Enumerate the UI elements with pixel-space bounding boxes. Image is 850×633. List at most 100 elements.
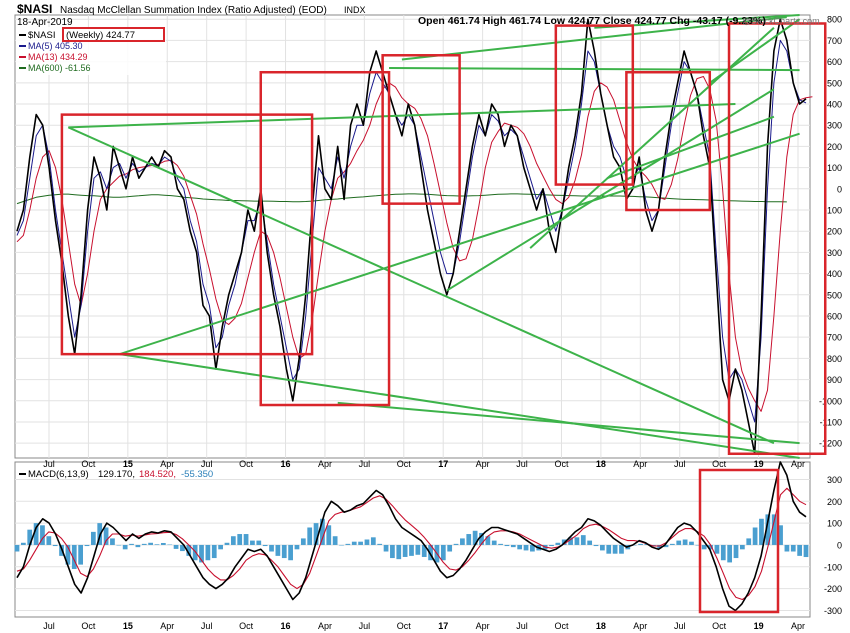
macd-label-v3: -55.350 [181,469,213,480]
macd-histogram-bar [370,537,376,545]
macd-histogram-bar [415,544,421,555]
macd-y-tick-label: 200 [827,497,842,507]
legend: $NASI (Weekly) 424.77 MA(5) 405.30 MA(13… [16,27,166,75]
legend-nasi: $NASI [28,30,55,41]
exchange-label: INDX [344,5,366,15]
legend-ma13: MA(13) 434.29 [28,52,88,62]
macd-histogram-bar [65,544,71,565]
macd-histogram-bar [606,544,612,554]
macd-histogram-bar [262,544,268,547]
highlight-boxes-group [60,22,827,456]
main-y-tick-label: -1200 [819,439,842,449]
macd-histogram-bar [714,544,720,554]
macd-histogram-bar [803,544,809,558]
macd-histogram-bar [116,544,122,546]
macd-y-tick-label: -300 [824,606,842,616]
macd-histogram-bar [199,544,204,563]
macd-histogram-bar [530,544,535,552]
macd-histogram-bar [797,544,803,556]
macd-histogram-bar [205,544,211,561]
series-line-ma5 [16,39,807,423]
x-tick-label-main: 17 [438,459,448,469]
macd-histogram-bar [619,544,624,554]
highlight-box [259,70,391,407]
macd-histogram-bar [727,544,733,563]
macd-histogram-bar [377,543,383,545]
legend-background [16,27,166,75]
macd-histogram-bar [275,544,281,556]
trendline [67,126,775,445]
macd-histogram-bar [256,540,262,545]
macd-histogram-bar [676,540,682,545]
macd-histogram-bar [288,544,293,561]
macd-histogram-bar [689,541,694,545]
legend-ma5: MA(5) 405.30 [28,41,83,51]
x-tick-label-macd: 17 [438,621,448,631]
main-y-tick-label: 700 [827,36,842,46]
macd-histogram-bar [440,544,446,561]
x-tick-label-macd: Jul [674,621,686,631]
macd-histogram-bar [27,529,33,545]
macd-histogram-bar [453,543,459,545]
trendlines-group [67,14,801,459]
x-tick-label-macd: 15 [123,621,133,631]
index-name: Nasdaq McClellan Summation Index (Ratio … [60,5,327,16]
macd-histogram-bar [160,542,166,545]
macd-histogram-bar [778,525,783,545]
main-y-tick-label: -100 [824,206,842,216]
watermark: @StockCharts.com [742,16,820,26]
macd-histogram-bar [600,544,605,551]
macd-histogram-bar [294,544,300,550]
x-tick-label-main: Apr [633,459,647,469]
x-tick-label-macd: Apr [633,621,647,631]
x-tick-label-macd: Jul [43,621,55,631]
x-tick-label-main: 16 [281,459,291,469]
macd-histogram-bar [186,544,192,556]
macd-histogram-bar [122,544,128,550]
macd-histogram-bar [237,534,243,545]
macd-histogram-bar [90,531,96,545]
main-y-tick-label: 0 [837,184,842,194]
macd-histogram-bar [269,544,274,552]
macd-histogram-bar [332,536,338,545]
macd-label-v1: 129.170, [98,469,135,480]
macd-histogram-bar [358,541,363,545]
macd-histogram-bar [701,544,707,550]
macd-histogram-bar [479,532,484,545]
macd-histogram-bar [250,540,255,545]
x-tick-label-main: Oct [554,459,569,469]
x-tick-label-macd: Apr [160,621,174,631]
main-y-tick-label: -400 [824,269,842,279]
macd-histogram-bar [574,537,580,545]
macd-histogram-bar [485,536,491,545]
main-y-tick-label: 500 [827,78,842,88]
x-tick-label-main: Oct [81,459,96,469]
macd-histogram-bar [180,544,185,552]
x-tick-label-main: 18 [596,459,606,469]
x-tick-label-main: Apr [791,459,805,469]
macd-y-tick-label: 0 [837,540,842,550]
macd-histogram-bar [78,544,83,565]
trendline [401,16,787,61]
ohlc-readout: Open 461.74 High 461.74 Low 424.77 Close… [418,15,766,27]
macd-histogram-bar [466,534,472,545]
x-tick-label-main: Jul [201,459,213,469]
date-label: 18-Apr-2019 [17,17,73,28]
x-tick-label-main: Apr [476,459,490,469]
macd-histogram-bar [549,544,554,547]
trendline [337,401,800,445]
macd-histogram-bar [555,542,561,545]
macd-y-tick-label: -200 [824,584,842,594]
macd-histogram-bar [40,525,45,545]
macd-y-axis: 300 200 100 0 -100 -200 -300 [824,475,842,616]
macd-histogram-bar [491,540,497,545]
main-y-axis: 800 700 600 500 400 300 200 100 0 -100 -200 -300 -40… [819,15,842,449]
macd-histogram-bar [568,537,573,545]
trendline [446,88,775,292]
macd-histogram-bar [173,544,179,549]
macd-histogram-bar [390,544,395,559]
macd-y-tick-label: 100 [827,519,842,529]
main-y-tick-label: -300 [824,248,842,258]
x-tick-label-main: Apr [318,459,332,469]
x-tick-label-main: Apr [160,459,174,469]
